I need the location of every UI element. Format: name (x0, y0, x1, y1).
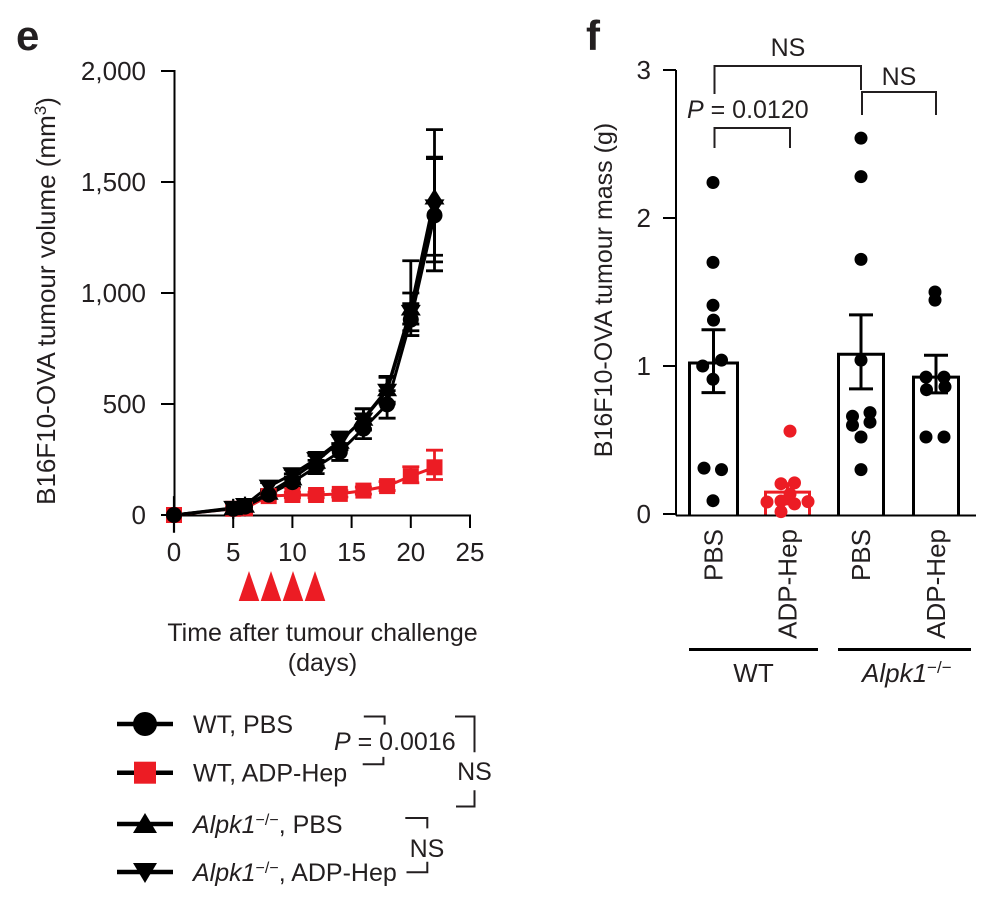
svg-text:e: e (16, 12, 39, 59)
svg-text:5: 5 (226, 537, 240, 567)
svg-text:WT: WT (733, 658, 774, 688)
svg-text:NS: NS (410, 835, 445, 863)
svg-text:ADP-Hep: ADP-Hep (773, 529, 803, 639)
svg-text:10: 10 (278, 537, 307, 567)
svg-text:(days): (days) (288, 649, 357, 677)
svg-text:B16F10-OVA tumour volume (mm3): B16F10-OVA tumour volume (mm3) (31, 97, 61, 505)
svg-text:NS: NS (771, 34, 806, 62)
svg-text:PBS: PBS (699, 529, 729, 581)
svg-text:f: f (586, 12, 601, 59)
svg-text:B16F10-OVA tumour mass (g): B16F10-OVA tumour mass (g) (590, 123, 618, 457)
svg-text:ADP-Hep: ADP-Hep (921, 529, 951, 639)
svg-text:0: 0 (167, 537, 181, 567)
svg-text:WT, ADP-Hep: WT, ADP-Hep (193, 760, 347, 788)
svg-text:0: 0 (637, 499, 651, 529)
svg-text:Alpk1−/−: Alpk1−/− (860, 658, 952, 688)
svg-text:NS: NS (882, 63, 917, 91)
svg-text:Alpk1−/−, PBS: Alpk1−/−, PBS (191, 811, 343, 839)
svg-text:NS: NS (457, 758, 492, 786)
svg-text:Alpk1−/−, ADP-Hep: Alpk1−/−, ADP-Hep (191, 859, 397, 887)
svg-text:3: 3 (637, 55, 651, 85)
svg-text:PBS: PBS (846, 529, 876, 581)
svg-text:15: 15 (337, 537, 366, 567)
svg-text:1,500: 1,500 (81, 167, 146, 197)
svg-text:2: 2 (637, 203, 651, 233)
svg-text:25: 25 (456, 537, 485, 567)
svg-text:WT, PBS: WT, PBS (193, 711, 293, 739)
svg-text:1: 1 (637, 351, 651, 381)
svg-text:500: 500 (103, 389, 146, 419)
svg-text:20: 20 (396, 537, 425, 567)
svg-text:P = 0.0120: P = 0.0120 (687, 96, 809, 124)
svg-text:Time after tumour challenge: Time after tumour challenge (167, 619, 477, 647)
svg-text:0: 0 (132, 500, 146, 530)
svg-text:2,000: 2,000 (81, 56, 146, 86)
svg-text:P = 0.0016: P = 0.0016 (334, 728, 456, 756)
svg-text:1,000: 1,000 (81, 278, 146, 308)
